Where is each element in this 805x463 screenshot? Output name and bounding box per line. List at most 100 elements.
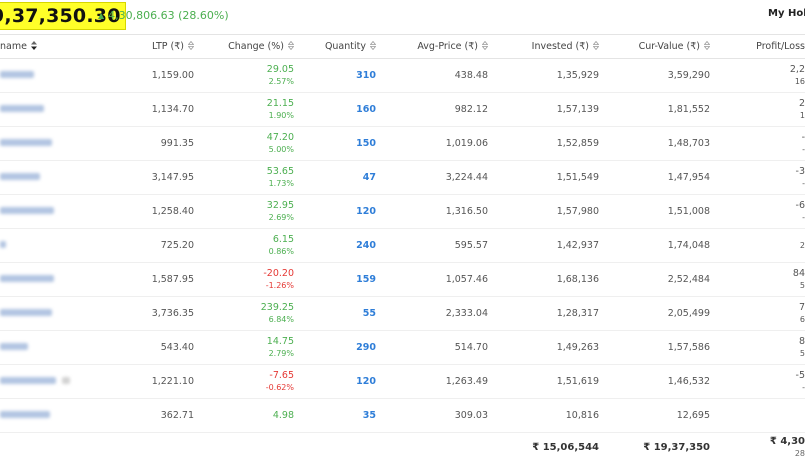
- stock-name[interactable]: [0, 229, 112, 263]
- quantity-cell: 35: [362, 410, 376, 421]
- quantity-cell: 160: [356, 104, 376, 115]
- pl-cell: 2,2 16: [789, 63, 805, 86]
- redacted-name: [0, 207, 54, 214]
- column-header-pl[interactable]: Profit/Loss: [756, 41, 805, 52]
- invested-cell: 1,68,136: [556, 274, 599, 285]
- change-cell: 4.98: [272, 409, 294, 421]
- column-header-name[interactable]: name: [0, 35, 112, 59]
- cur-value-cell: 1,51,008: [667, 206, 710, 217]
- avg-price-cell: 514.70: [454, 342, 488, 353]
- portfolio-value: 9,37,350.30: [0, 2, 126, 30]
- stock-name[interactable]: [0, 365, 112, 399]
- cur-value-cell: 1,48,703: [667, 138, 710, 149]
- redacted-tag: [62, 377, 70, 384]
- stock-name[interactable]: [0, 297, 112, 331]
- ltp-cell: 543.40: [160, 342, 194, 353]
- pl-cell: --: [801, 131, 805, 154]
- stock-name[interactable]: [0, 331, 112, 365]
- change-cell: 29.05 2.57%: [266, 63, 294, 86]
- table-row[interactable]: 1,587.95 -20.20 -1.26% 159 1,057.46 1,68,136 2…: [0, 263, 805, 297]
- sort-icon: [482, 41, 488, 50]
- invested-cell: 1,49,263: [556, 342, 599, 353]
- avg-price-cell: 3,224.44: [445, 172, 488, 183]
- change-cell: 14.75 2.79%: [266, 335, 294, 358]
- stock-name[interactable]: [0, 161, 112, 195]
- redacted-name: [0, 275, 54, 282]
- ltp-cell: 3,147.95: [151, 172, 194, 183]
- stock-name[interactable]: [0, 399, 112, 433]
- pl-cell: -5-: [795, 369, 805, 392]
- avg-price-cell: 982.12: [454, 104, 488, 115]
- stock-name[interactable]: [0, 263, 112, 297]
- column-header-change[interactable]: Change (%): [194, 35, 294, 59]
- cur-value-cell: 3,59,290: [667, 70, 710, 81]
- portfolio-summary-bar: 9,37,350.30 ▲4,30,806.63 (28.60%) My Hol…: [0, 0, 805, 34]
- redacted-name: [0, 411, 50, 418]
- avg-price-cell: 1,057.46: [445, 274, 488, 285]
- stock-name[interactable]: [0, 127, 112, 161]
- stock-name[interactable]: [0, 59, 112, 93]
- table-row[interactable]: 1,258.40 32.95 2.69% 120 1,316.50 1,57,980 1,5…: [0, 195, 805, 229]
- sort-icon: [370, 41, 376, 50]
- table-row[interactable]: 1,159.00 29.05 2.57% 310 438.48 1,35,929 3,59,…: [0, 59, 805, 93]
- redacted-name: [0, 309, 52, 316]
- column-header-invested[interactable]: Invested (₹): [488, 35, 599, 59]
- quantity-cell: 47: [362, 172, 376, 183]
- table-row[interactable]: 3,147.95 53.65 1.73% 47 3,224.44 1,51,549 1,47…: [0, 161, 805, 195]
- gain-value: 4,30,806.63: [108, 9, 175, 22]
- avg-price-cell: 595.57: [454, 240, 488, 251]
- avg-price-cell: 2,333.04: [445, 308, 488, 319]
- avg-price-cell: 309.03: [454, 410, 488, 421]
- sort-icon: [288, 41, 294, 50]
- ltp-cell: 1,258.40: [151, 206, 194, 217]
- table-row[interactable]: 991.35 47.20 5.00% 150 1,019.06 1,52,859 1,48,…: [0, 127, 805, 161]
- stock-name[interactable]: [0, 93, 112, 127]
- quantity-cell: 120: [356, 206, 376, 217]
- column-header-avg-price[interactable]: Avg-Price (₹): [376, 35, 488, 59]
- totals-row: ₹ 15,06,544 ₹ 19,37,350 ₹ 4,30 28: [0, 433, 805, 463]
- avg-price-cell: 1,316.50: [445, 206, 488, 217]
- cur-value-cell: 1,46,532: [667, 376, 710, 387]
- redacted-name: [0, 105, 44, 112]
- sort-icon: [704, 41, 710, 50]
- column-header-cur-value[interactable]: Cur-Value (₹): [599, 35, 710, 59]
- redacted-name: [0, 139, 52, 146]
- quantity-cell: 240: [356, 240, 376, 251]
- invested-cell: 1,57,139: [556, 104, 599, 115]
- redacted-name: [0, 343, 28, 350]
- cur-value-cell: 12,695: [676, 410, 710, 421]
- quantity-cell: 120: [356, 376, 376, 387]
- cur-value-cell: 2,05,499: [667, 308, 710, 319]
- invested-cell: 1,57,980: [556, 206, 599, 217]
- cur-value-cell: 1,57,586: [667, 342, 710, 353]
- table-row[interactable]: 1,134.70 21.15 1.90% 160 982.12 1,57,139 1,81,…: [0, 93, 805, 127]
- table-row[interactable]: 3,736.35 239.25 6.84% 55 2,333.04 1,28,317 2,0…: [0, 297, 805, 331]
- quantity-cell: 310: [356, 70, 376, 81]
- table-header: name LTP (₹) Change (%) Quantity Avg-Pri…: [0, 34, 805, 59]
- quantity-cell: 150: [356, 138, 376, 149]
- table-row[interactable]: 362.71 4.98 35 309.03 10,816 12,695: [0, 399, 805, 433]
- invested-cell: 1,28,317: [556, 308, 599, 319]
- change-cell: 32.95 2.69%: [266, 199, 294, 222]
- total-cur-value: ₹ 19,37,350: [643, 442, 710, 454]
- column-header-ltp[interactable]: LTP (₹): [112, 35, 194, 59]
- ltp-cell: 362.71: [160, 410, 194, 421]
- change-cell: 6.15 0.86%: [268, 233, 294, 256]
- column-header-quantity[interactable]: Quantity: [294, 35, 376, 59]
- invested-cell: 1,52,859: [556, 138, 599, 149]
- quantity-cell: 159: [356, 274, 376, 285]
- holdings-table: name LTP (₹) Change (%) Quantity Avg-Pri…: [0, 34, 805, 463]
- ltp-cell: 991.35: [160, 138, 194, 149]
- cur-value-cell: 1,47,954: [667, 172, 710, 183]
- stock-name[interactable]: [0, 195, 112, 229]
- table-row[interactable]: 543.40 14.75 2.79% 290 514.70 1,49,263 1,57,58…: [0, 331, 805, 365]
- table-row[interactable]: 1,221.10 -7.65 -0.62% 120 1,263.49 1,51,619 1,…: [0, 365, 805, 399]
- total-pl: ₹ 4,30 28: [769, 435, 805, 458]
- arrow-up-icon: ▲: [98, 11, 105, 20]
- holdings-title: My Holdi: [768, 8, 805, 19]
- invested-cell: 10,816: [565, 410, 599, 421]
- table-row[interactable]: 725.20 6.15 0.86% 240 595.57 1,42,937 1,74,048…: [0, 229, 805, 263]
- change-cell: 47.20 5.00%: [266, 131, 294, 154]
